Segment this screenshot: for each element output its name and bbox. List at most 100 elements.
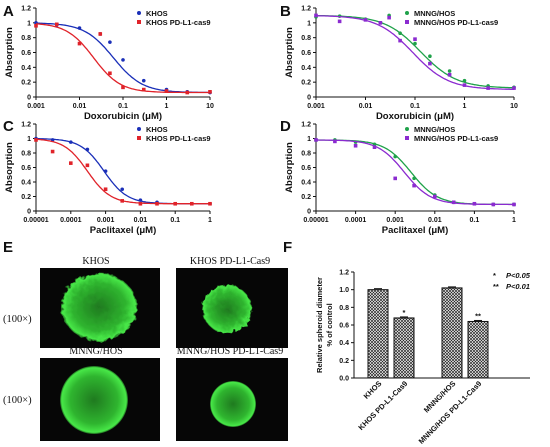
legend-label: MNNG/HOS PD-L1-cas9 — [414, 18, 498, 27]
chart-c-paclitaxel-khos: 0 0.2 0.4 0.6 0.8 1 1.2 0.00001 0.0001 0.001 0.01 0… — [4, 122, 212, 237]
bar-3 — [441, 287, 463, 379]
y-tick-label: 0.8 — [21, 35, 31, 42]
data-point — [462, 78, 467, 83]
y-tick-label: 0.6 — [301, 165, 311, 172]
spheroid-khos-pdl1 — [202, 285, 252, 333]
panel-label-b: B — [280, 3, 291, 20]
x-tick-label: 0.00001 — [23, 217, 48, 224]
significance-mark: * — [403, 308, 406, 317]
chart-d-paclitaxel-mnng: 0 0.2 0.4 0.6 0.8 1 1.2 0.00001 0.0001 0.001 0.01 0… — [284, 122, 516, 237]
y-tick-label: 0 — [307, 209, 311, 216]
data-point — [447, 69, 452, 73]
y-tick-label: 0.8 — [301, 151, 311, 158]
y-axis-title: Absorption — [4, 27, 15, 78]
data-point — [428, 54, 432, 59]
y-tick-label: 1 — [27, 20, 31, 27]
x-axis-title: Doxorubicin (μM) — [84, 111, 162, 122]
panel-label-a: A — [3, 3, 14, 20]
data-point — [314, 138, 318, 142]
data-point — [138, 201, 143, 206]
legend-label: KHOS PD-L1-cas9 — [146, 134, 211, 143]
y-tick-label: 1 — [307, 136, 311, 143]
panel-label-e: E — [3, 239, 13, 256]
y-tick-label: 0.8 — [339, 305, 349, 312]
magnification-label-bottom: (100×) — [3, 395, 32, 406]
y-tick-label: 0.2 — [21, 80, 31, 87]
y-tick-label: 1.2 — [301, 6, 311, 13]
y-tick-label: 0.8 — [301, 35, 311, 42]
data-point — [120, 199, 125, 203]
x-tick-label: 0.00001 — [303, 217, 328, 224]
x-tick-label: 0.1 — [410, 103, 420, 110]
y-axis-title-line: Relative spheroid diameter — [315, 277, 324, 373]
data-point — [486, 86, 490, 90]
chart-b-doxorubicin-mnng: 0 0.2 0.4 0.6 0.8 1 1.2 0.001 0.01 0.1 1 10 Doxorubi… — [284, 6, 518, 123]
x-tick-label: 1 — [512, 217, 516, 224]
data-point — [85, 163, 90, 168]
data-point — [393, 176, 397, 181]
image-title-khos-pdl1: KHOS PD-L1-Cas9 — [190, 256, 270, 267]
y-tick-label: 0.2 — [301, 80, 311, 87]
y-tick-label: 0.8 — [21, 151, 31, 158]
data-point — [413, 41, 417, 46]
y-tick-label: 0.6 — [339, 323, 349, 330]
data-point — [103, 187, 108, 192]
y-tick-label: 0.6 — [301, 50, 311, 57]
data-point — [462, 83, 467, 87]
bar-1 — [367, 289, 389, 379]
legend-marker — [137, 136, 141, 140]
fit-curve-series-1 — [316, 14, 514, 89]
x-tick-label: 0.1 — [170, 217, 180, 224]
data-point — [121, 58, 125, 62]
fit-curve-series-2 — [316, 15, 514, 90]
data-point — [77, 41, 82, 46]
data-point — [190, 201, 194, 206]
data-point — [433, 194, 437, 199]
legend-label: MNNG/HOS PD-L1-cas9 — [414, 134, 498, 143]
y-tick-label: 1.0 — [339, 287, 349, 294]
significance-mark: ** — [475, 311, 481, 320]
y-tick-label: 0.4 — [301, 65, 311, 72]
x-tick-label: 0.001 — [27, 103, 45, 110]
x-tick-label: 10 — [510, 103, 518, 110]
y-axis-title-line: % of control — [325, 303, 334, 346]
data-point — [173, 201, 177, 206]
y-tick-label: 1 — [27, 136, 31, 143]
y-tick-label: 0.4 — [339, 340, 349, 347]
y-tick-label: 0 — [27, 209, 31, 216]
significance-legend-mark: * — [493, 271, 496, 280]
data-point — [85, 147, 90, 152]
y-tick-label: 1.2 — [21, 122, 31, 129]
data-point — [164, 89, 169, 93]
significance-legend-text: P<0.01 — [506, 282, 530, 291]
panel-e-spheroid-images: (100×) (100×) KHOS KHOS PD-L1-Cas9 MNNG/… — [3, 256, 288, 441]
x-axis-title: Paclitaxel (μM) — [90, 225, 157, 236]
data-point — [353, 143, 358, 148]
data-point — [451, 200, 456, 205]
legend-label: MNNG/HOS — [414, 9, 455, 18]
y-axis-title: Absorption — [284, 142, 295, 193]
data-point — [428, 61, 432, 66]
magnification-label-top: (100×) — [3, 314, 32, 325]
data-point — [155, 201, 159, 206]
x-category-label: KHOS PD-L1-Cas9 — [356, 379, 409, 432]
y-tick-label: 1.2 — [339, 270, 349, 277]
significance-legend-text: P<0.05 — [506, 271, 531, 280]
data-point — [472, 201, 477, 206]
spheroid-khos — [61, 273, 137, 341]
y-axis-title: Absorption — [284, 27, 295, 78]
data-point — [121, 85, 125, 90]
x-category-label: KHOS — [362, 379, 384, 401]
y-tick-label: 0.6 — [21, 165, 31, 172]
significance-legend-mark: ** — [493, 282, 499, 291]
x-axis-title: Doxorubicin (μM) — [376, 111, 454, 122]
bar-2 — [393, 317, 415, 379]
spheroid-mnng-pdl1 — [210, 381, 256, 427]
data-point — [398, 31, 402, 36]
x-tick-label: 0.0001 — [60, 217, 82, 224]
data-point — [363, 18, 368, 22]
data-point — [337, 19, 342, 24]
fit-curve-series-1 — [316, 139, 514, 206]
fit-curve-series-1 — [36, 138, 210, 205]
